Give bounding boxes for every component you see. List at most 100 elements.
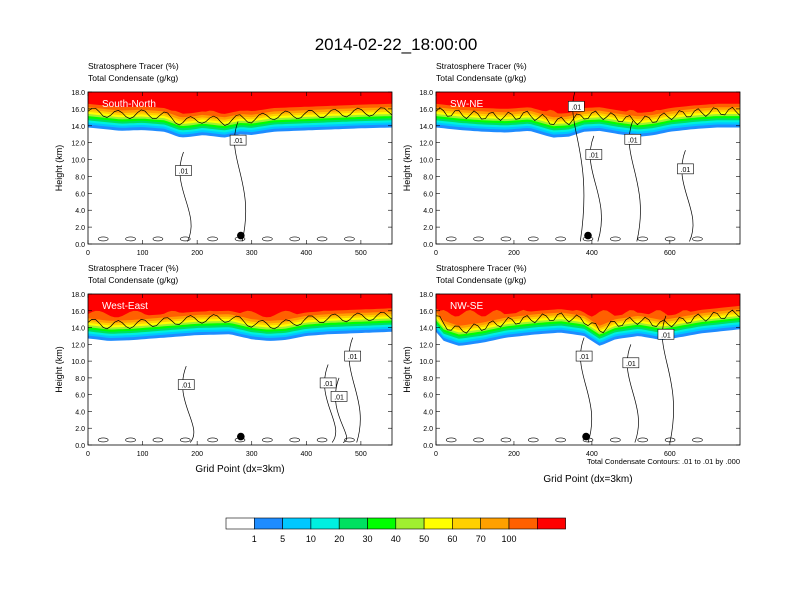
contour-label-box [575,350,593,362]
surface-contour [344,437,355,443]
colorbar-label: 1 [252,534,257,544]
tracer-band-10 [88,92,392,114]
footnote: Total Condensate Contours: .01 to .01 by… [587,457,740,466]
field-label-tracer: Stratosphere Tracer (%) [436,263,527,273]
condensate-contour-3 [335,377,348,443]
y-tick-label: 0.0 [75,443,85,450]
surface-contour [289,236,301,242]
surface-contour [527,236,539,242]
contour-label: .01 [233,138,243,145]
contour-label-box [175,165,192,176]
colorbar-swatch-6 [395,517,425,530]
condensate-contour-1 [179,151,192,242]
plot-frame [87,91,393,245]
surface-contour [555,236,566,242]
contour-label: .01 [571,104,581,111]
surface-contour [500,236,512,242]
y-tick-label: 18.0 [419,90,433,97]
y-tick-label: 0.0 [423,242,433,249]
contour-label-box [229,134,247,146]
contour-label-box [624,133,642,145]
surface-contour [97,437,109,443]
colorbar-label: 100 [501,534,516,544]
colorbar-swatch-8 [452,517,481,530]
y-tick-label: 2.0 [75,225,85,232]
x-tick-label: 0 [434,451,438,458]
y-tick-label: 2.0 [423,225,433,232]
y-tick-label: 10.0 [419,158,433,165]
colorbar-label: 10 [306,534,316,544]
y-tick-label: 6.0 [423,191,433,198]
y-tick-label: 2.0 [423,426,433,433]
colorbar-swatch-7 [423,517,453,530]
panel-3: .01 .01 .01 NW-SE Stratosphere Tracer (%) Tot… [402,263,741,485]
surface-contour [179,236,191,242]
condensate-contour-2 [662,315,674,443]
condensate-contour-2 [681,150,694,242]
contour-label: .01 [626,361,636,368]
contour-label: .01 [589,152,599,159]
x-tick-label: 400 [586,451,598,458]
tracer-band-10 [88,294,392,318]
location-marker [237,432,245,441]
surface-contour [637,236,649,242]
surface-contour [610,437,621,443]
contour-label-box [677,163,694,175]
x-tick-label: 400 [300,250,312,257]
surface-contour [289,437,301,443]
y-axis-label: Height (km) [54,145,64,192]
surface-contour [125,236,136,242]
contour-label: .01 [628,137,638,144]
tracer-band-10 [436,92,740,114]
condensate-contour-0 [580,337,593,443]
colorbar-label: 20 [334,534,344,544]
surface-contour [445,437,457,443]
field-label-condensate: Total Condensate (g/kg) [88,275,178,285]
surface-contour [207,236,218,242]
condensate-contour-upper [436,106,740,126]
colorbar-swatch-3 [310,517,340,530]
y-tick-label: 16.0 [71,309,85,316]
x-tick-label: 0 [86,451,90,458]
surface-contour [555,437,566,443]
x-tick-label: 200 [508,250,520,257]
y-tick-label: 16.0 [419,107,433,114]
y-tick-label: 4.0 [423,208,433,215]
y-tick-label: 10.0 [71,359,85,366]
condensate-contour-upper [88,107,392,126]
panel-label: West-East [102,301,148,312]
contour-label-box [344,350,362,362]
contour-label: .01 [579,354,589,361]
y-tick-label: 6.0 [75,191,85,198]
colorbar-swatch-11 [536,517,566,530]
surface-contour [179,437,191,443]
contour-label: .01 [179,169,189,176]
colorbar-label: 5 [280,534,285,544]
surface-contour [97,236,109,242]
surface-contour [125,437,136,443]
contour-label: .01 [681,167,691,174]
x-tick-label: 300 [246,250,258,257]
surface-contour [473,236,484,242]
surface-contour [207,437,218,443]
y-tick-label: 4.0 [75,409,85,416]
field-label-tracer: Stratosphere Tracer (%) [436,61,527,71]
x-tick-label: 200 [191,451,203,458]
surface-contour [262,236,273,242]
colorbar: 1 5 10 20 30 40 50 60 70 100 [225,517,566,544]
y-tick-label: 8.0 [423,174,433,181]
contour-label: .01 [323,381,333,388]
y-tick-label: 6.0 [423,393,433,400]
surface-contour [316,437,328,443]
panel-label: NW-SE [450,301,483,312]
y-tick-label: 10.0 [419,359,433,366]
x-tick-label: 600 [664,250,676,257]
contour-label: .01 [181,383,191,390]
surface-contour [692,437,703,443]
x-tick-label: 600 [664,451,676,458]
surface-contour [500,437,512,443]
condensate-contour-upper [436,309,740,334]
surface-contour [473,437,484,443]
